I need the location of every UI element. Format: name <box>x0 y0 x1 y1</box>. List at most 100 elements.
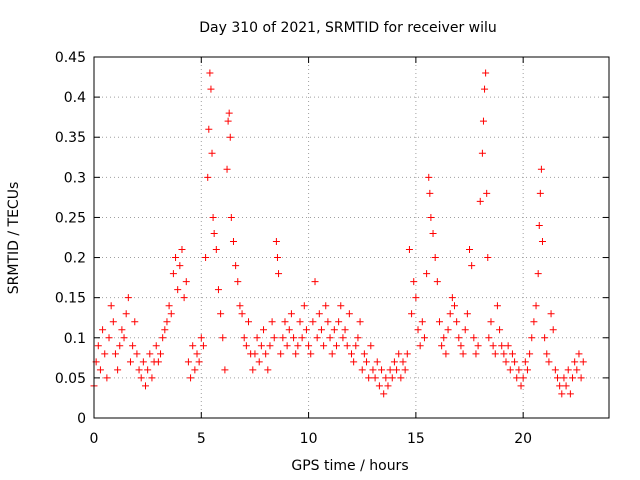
data-point <box>528 334 536 342</box>
data-point <box>547 310 555 318</box>
data-point <box>184 358 192 366</box>
data-point <box>496 326 504 334</box>
data-point <box>245 318 252 326</box>
y-tick-label: 0.4 <box>64 90 86 106</box>
data-point <box>290 334 298 342</box>
data-point <box>453 318 461 326</box>
data-point <box>99 326 107 334</box>
data-point <box>167 310 175 318</box>
data-point <box>330 326 338 334</box>
data-point <box>133 350 141 358</box>
data-point <box>530 318 538 326</box>
data-point <box>350 358 358 366</box>
data-point <box>425 173 433 181</box>
data-point <box>354 334 362 342</box>
data-point <box>159 334 167 342</box>
data-point <box>399 358 407 366</box>
data-point <box>513 374 521 382</box>
data-point <box>275 270 283 278</box>
y-tick-label: 0.25 <box>55 210 86 226</box>
data-point <box>305 342 313 350</box>
data-point <box>466 246 474 254</box>
data-point <box>435 318 443 326</box>
data-point <box>549 326 557 334</box>
data-point <box>498 342 506 350</box>
data-point <box>532 302 540 310</box>
data-point <box>146 350 154 358</box>
data-point <box>139 358 147 366</box>
data-point <box>111 350 119 358</box>
data-point <box>105 334 113 342</box>
data-point <box>461 326 469 334</box>
data-point <box>479 117 487 125</box>
data-point <box>189 342 197 350</box>
data-point <box>251 350 259 358</box>
data-point <box>468 262 476 270</box>
data-point <box>152 342 160 350</box>
data-point <box>508 350 516 358</box>
data-point <box>545 358 553 366</box>
data-point <box>345 310 353 318</box>
chart-title: Day 310 of 2021, SRMTID for receiver wil… <box>199 20 497 36</box>
data-point <box>279 334 287 342</box>
data-point <box>523 366 531 374</box>
data-point <box>556 382 564 390</box>
data-point <box>255 358 263 366</box>
data-point <box>504 342 512 350</box>
data-point <box>535 221 543 229</box>
data-point <box>197 334 205 342</box>
data-point <box>566 390 574 398</box>
data-point <box>403 350 411 358</box>
data-point <box>382 374 390 382</box>
data-point <box>551 366 559 374</box>
data-point <box>172 254 180 262</box>
data-point <box>191 366 199 374</box>
data-point <box>363 358 371 366</box>
data-point <box>223 165 231 173</box>
data-point <box>205 125 213 133</box>
data-point <box>161 326 169 334</box>
data-point <box>169 270 177 278</box>
data-point <box>341 326 349 334</box>
data-point <box>420 334 428 342</box>
y-tick-label: 0.2 <box>64 251 86 267</box>
data-point <box>268 318 276 326</box>
data-point <box>116 342 124 350</box>
data-point <box>562 382 570 390</box>
data-point <box>335 318 343 326</box>
data-point <box>573 366 581 374</box>
data-point <box>427 213 435 221</box>
data-point <box>356 318 364 326</box>
data-point <box>537 165 545 173</box>
data-point <box>129 342 137 350</box>
data-point <box>487 318 495 326</box>
data-point <box>474 342 482 350</box>
data-point <box>229 238 237 246</box>
data-point <box>446 310 454 318</box>
data-point <box>204 173 212 181</box>
data-point <box>470 334 478 342</box>
data-point <box>313 334 321 342</box>
data-point <box>483 189 491 197</box>
data-point <box>408 310 416 318</box>
data-point <box>558 390 566 398</box>
x-tick-label: 5 <box>197 431 206 447</box>
data-point <box>96 366 104 374</box>
data-point <box>491 350 499 358</box>
data-point <box>515 366 523 374</box>
data-point <box>315 310 323 318</box>
data-point <box>114 366 122 374</box>
data-point <box>423 270 431 278</box>
data-point <box>397 374 405 382</box>
data-point <box>163 318 171 326</box>
data-point <box>426 189 434 197</box>
data-point <box>195 358 203 366</box>
data-point <box>285 326 293 334</box>
data-point <box>176 262 184 270</box>
data-point <box>187 374 195 382</box>
data-point <box>521 358 529 366</box>
data-point <box>320 342 328 350</box>
x-tick-label: 15 <box>407 431 425 447</box>
data-point <box>418 318 426 326</box>
data-point <box>262 350 270 358</box>
